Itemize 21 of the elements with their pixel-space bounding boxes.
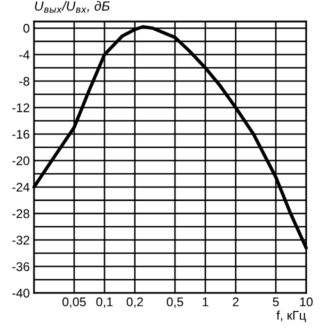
y-tick-label: -4 [19, 50, 30, 60]
y-tick-label: -20 [12, 156, 30, 166]
x-tick-label: 0,05 [62, 297, 86, 308]
x-tick-label: 10 [300, 297, 313, 306]
y-tick-label: -12 [12, 103, 30, 112]
y-tick-label: -28 [12, 209, 30, 218]
x-tick-label: 0,2 [126, 297, 143, 308]
y-tick-label: -16 [12, 130, 30, 139]
x-tick-label: 2 [232, 297, 239, 306]
x-tick-label: 0,5 [166, 297, 184, 308]
y-tick-label: -40 [12, 288, 30, 298]
y-tick-label: -36 [12, 262, 30, 272]
y-tick-label: 0 [23, 24, 30, 33]
y-tick-label: -32 [12, 236, 30, 245]
x-tick-label: 0,1 [96, 297, 113, 308]
y-axis-title: U$_{вых}$/U$_{вх}$, дБ [35, 1, 110, 13]
y-tick-label: -8 [19, 76, 30, 86]
x-axis-title: f, кГц [276, 310, 306, 322]
x-tick-label: 1 [202, 298, 208, 306]
x-tick-label: 5 [272, 298, 279, 306]
y-tick-label: -24 [12, 182, 30, 192]
